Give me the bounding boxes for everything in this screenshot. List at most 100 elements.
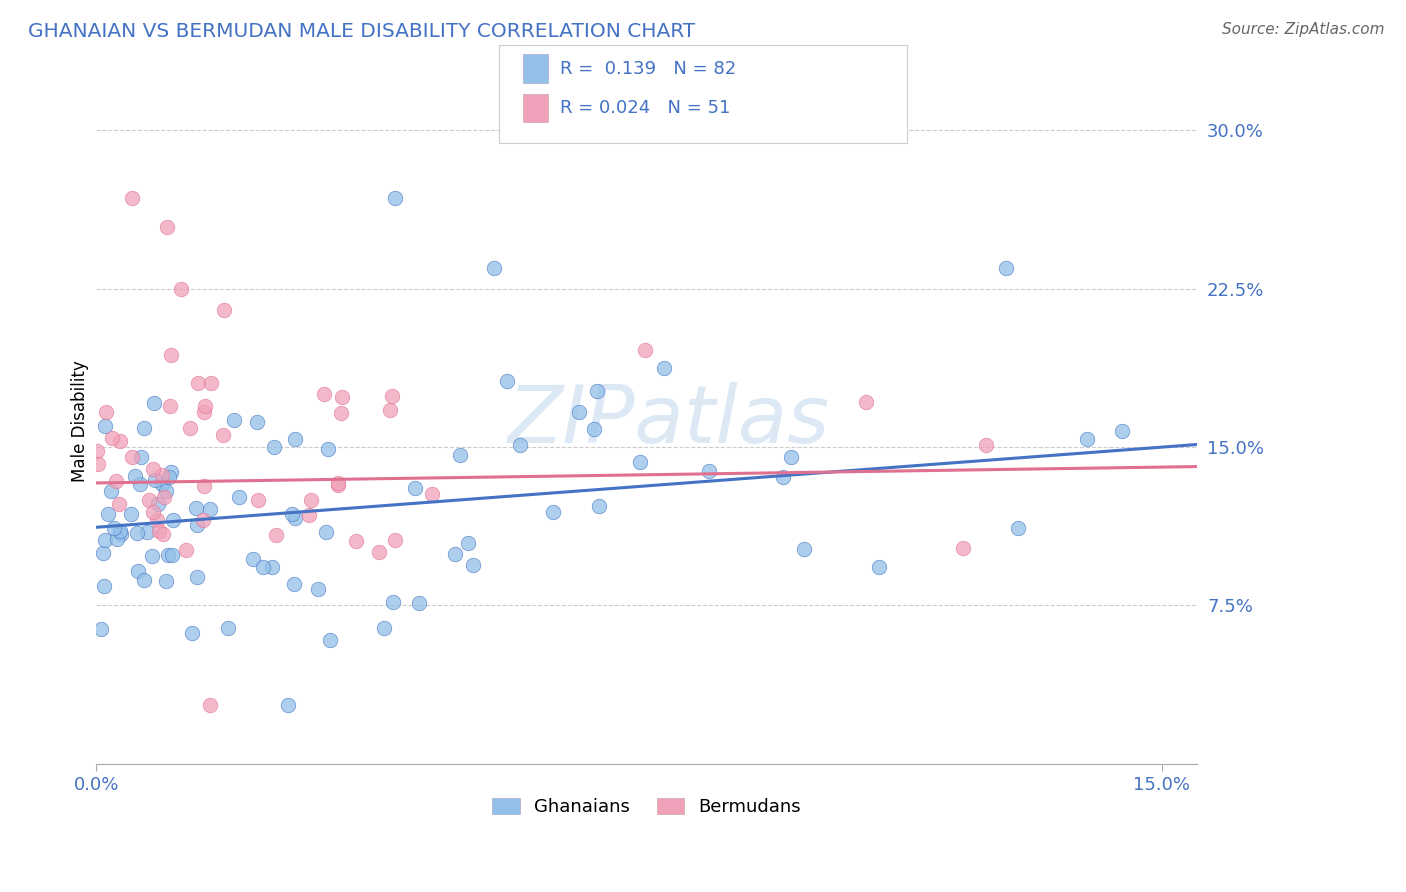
Point bbox=[212, 302, 235, 317]
Point bbox=[200, 376, 222, 390]
Point bbox=[242, 552, 264, 566]
Point bbox=[381, 389, 404, 403]
Point bbox=[373, 621, 395, 635]
Point bbox=[120, 508, 142, 522]
Point bbox=[252, 560, 274, 574]
Point bbox=[284, 432, 307, 446]
Point bbox=[141, 549, 163, 564]
Point bbox=[181, 626, 204, 640]
Point bbox=[298, 508, 321, 523]
Point bbox=[283, 577, 305, 591]
Point bbox=[628, 455, 651, 469]
Point bbox=[198, 502, 221, 516]
Legend: Ghanaians, Bermudans: Ghanaians, Bermudans bbox=[485, 790, 808, 823]
Point bbox=[193, 479, 215, 493]
Point bbox=[299, 493, 322, 508]
Point bbox=[170, 282, 193, 296]
Point bbox=[97, 508, 120, 522]
Point bbox=[224, 413, 246, 427]
Y-axis label: Male Disability: Male Disability bbox=[72, 359, 89, 482]
Point bbox=[586, 384, 609, 398]
Point bbox=[135, 525, 157, 540]
Point bbox=[152, 527, 174, 541]
Point bbox=[368, 544, 391, 558]
Point bbox=[868, 560, 890, 574]
Point bbox=[228, 490, 250, 504]
Point bbox=[319, 632, 342, 647]
Point bbox=[155, 484, 177, 499]
Text: R =  0.139   N = 82: R = 0.139 N = 82 bbox=[560, 60, 735, 78]
Point bbox=[108, 524, 131, 538]
Point bbox=[217, 621, 239, 635]
Point bbox=[86, 444, 108, 458]
Point bbox=[329, 406, 352, 420]
Point bbox=[148, 524, 170, 538]
Point bbox=[148, 497, 170, 511]
Point bbox=[157, 548, 180, 562]
Point bbox=[482, 260, 505, 275]
Point bbox=[326, 475, 349, 490]
Point bbox=[408, 596, 430, 610]
Point bbox=[186, 518, 208, 533]
Point bbox=[283, 511, 305, 525]
Point bbox=[93, 578, 115, 592]
Point bbox=[246, 415, 269, 429]
Point bbox=[280, 507, 302, 521]
Point bbox=[108, 497, 131, 511]
Point bbox=[105, 533, 128, 547]
Point bbox=[404, 481, 426, 495]
Point bbox=[588, 500, 610, 514]
Point bbox=[160, 548, 183, 562]
Point bbox=[146, 513, 169, 527]
Point bbox=[150, 477, 173, 491]
Point bbox=[187, 376, 209, 390]
Point bbox=[143, 396, 166, 410]
Point bbox=[159, 399, 181, 413]
Point bbox=[1007, 521, 1029, 535]
Point bbox=[326, 478, 349, 492]
Point bbox=[330, 390, 353, 404]
Point bbox=[994, 260, 1017, 275]
Point bbox=[793, 541, 815, 556]
Point bbox=[509, 438, 531, 452]
Point bbox=[91, 546, 114, 560]
Point bbox=[160, 465, 183, 479]
Point bbox=[246, 493, 269, 508]
Point bbox=[186, 569, 208, 583]
Point bbox=[263, 440, 285, 454]
Point bbox=[93, 418, 115, 433]
Point bbox=[974, 437, 997, 451]
Point bbox=[952, 541, 974, 556]
Point bbox=[108, 434, 131, 449]
Point bbox=[772, 470, 794, 484]
Point bbox=[457, 536, 479, 550]
Point bbox=[652, 360, 675, 375]
Point bbox=[582, 422, 605, 436]
Point bbox=[264, 528, 287, 542]
Point bbox=[194, 399, 217, 413]
Text: Source: ZipAtlas.com: Source: ZipAtlas.com bbox=[1222, 22, 1385, 37]
Point bbox=[174, 543, 197, 558]
Point bbox=[104, 474, 127, 488]
Point bbox=[496, 374, 519, 388]
Point bbox=[150, 467, 173, 482]
Text: R = 0.024   N = 51: R = 0.024 N = 51 bbox=[560, 99, 730, 117]
Point bbox=[346, 534, 368, 549]
Point bbox=[94, 405, 117, 419]
Point bbox=[634, 343, 657, 358]
Point bbox=[461, 558, 484, 572]
Point bbox=[378, 403, 401, 417]
Point bbox=[155, 574, 177, 589]
Point bbox=[101, 431, 124, 445]
Point bbox=[138, 493, 160, 508]
Point bbox=[157, 470, 180, 484]
Point bbox=[315, 525, 337, 540]
Point bbox=[449, 448, 471, 462]
Point bbox=[541, 505, 564, 519]
Point bbox=[568, 405, 591, 419]
Point bbox=[110, 527, 132, 541]
Point bbox=[191, 513, 214, 527]
Point bbox=[156, 220, 179, 235]
Point bbox=[198, 698, 221, 712]
Point bbox=[1111, 424, 1133, 438]
